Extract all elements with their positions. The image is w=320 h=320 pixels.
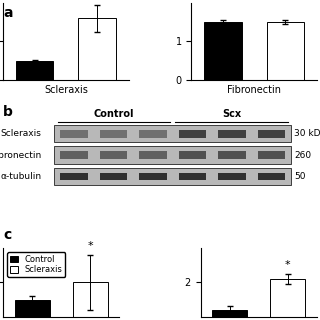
Bar	[16, 60, 53, 80]
Legend: Control, Scleraxis: Control, Scleraxis	[7, 252, 65, 277]
Text: c: c	[3, 228, 12, 242]
Bar	[15, 300, 50, 320]
Bar	[267, 22, 304, 80]
Text: Fibronectin: Fibronectin	[0, 150, 42, 159]
Text: Scleraxis: Scleraxis	[1, 129, 42, 138]
Text: Scx: Scx	[222, 108, 242, 118]
Text: α-tubulin: α-tubulin	[0, 172, 42, 181]
Text: 30 kDa: 30 kDa	[294, 129, 320, 138]
Text: 260: 260	[294, 150, 312, 159]
Text: Control: Control	[93, 108, 134, 118]
Text: 50: 50	[294, 172, 306, 181]
Bar	[73, 282, 108, 320]
Text: *: *	[285, 260, 291, 270]
Bar	[270, 279, 305, 320]
Bar	[78, 19, 116, 80]
Bar	[212, 310, 247, 320]
Text: b: b	[3, 105, 13, 118]
Bar	[204, 22, 242, 80]
Text: *: *	[87, 241, 93, 252]
Text: a: a	[3, 6, 13, 20]
